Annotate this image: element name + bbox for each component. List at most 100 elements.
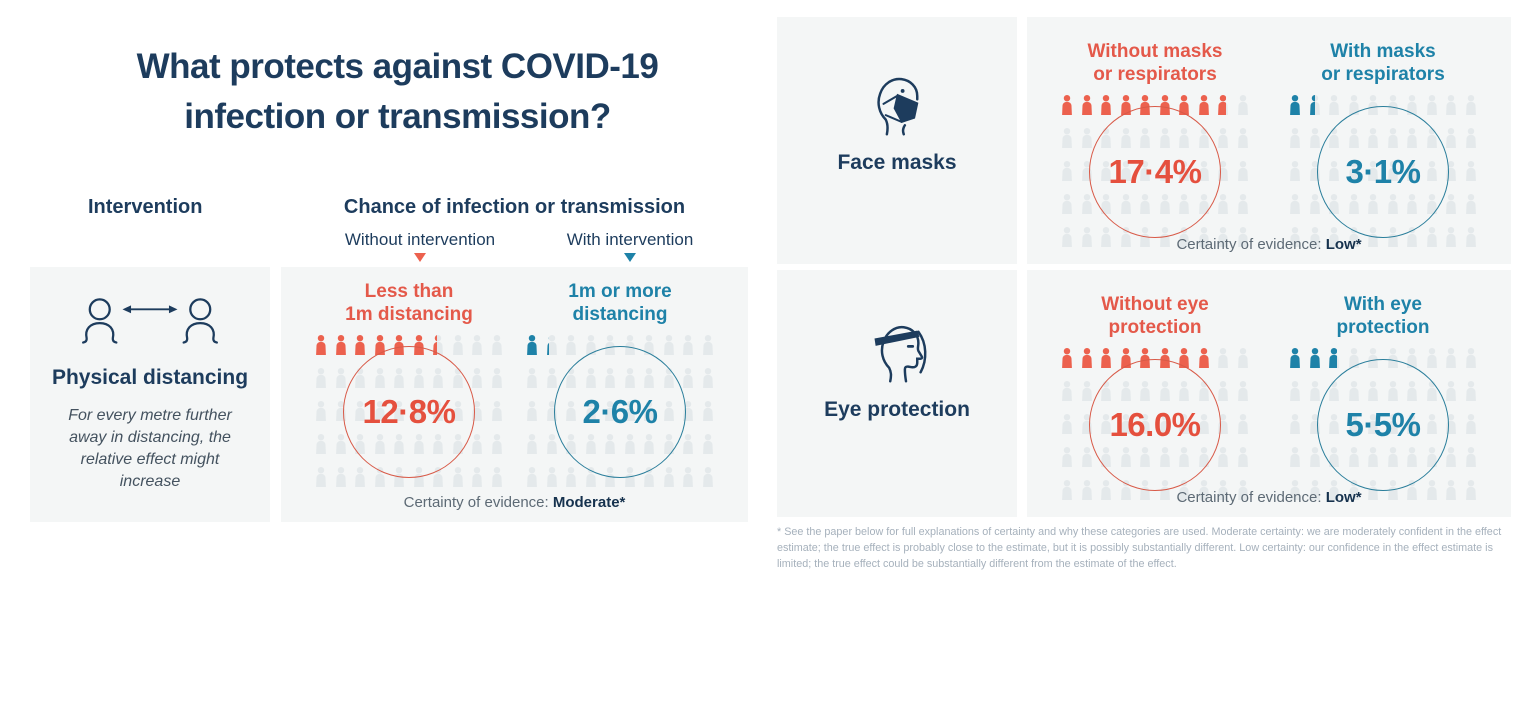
person-icon bbox=[682, 335, 694, 355]
person-icon bbox=[1289, 95, 1301, 115]
chance-header: Chance of infection or transmission bbox=[343, 196, 686, 218]
percentage-circle: 17·4% bbox=[1089, 106, 1221, 238]
person-icon bbox=[526, 401, 538, 421]
person-icon bbox=[1309, 128, 1321, 148]
person-icon bbox=[1198, 480, 1210, 500]
person-icon bbox=[1465, 128, 1477, 148]
percentage-value: 17·4% bbox=[1108, 153, 1202, 190]
group-title: With masks or respirators bbox=[1321, 41, 1445, 85]
person-icon bbox=[1289, 414, 1301, 434]
person-icon bbox=[335, 467, 347, 487]
person-icon bbox=[1289, 480, 1301, 500]
person-icon bbox=[526, 467, 538, 487]
person-icon bbox=[1445, 480, 1457, 500]
person-icon bbox=[1328, 480, 1340, 500]
person-icon bbox=[1100, 348, 1112, 368]
person-icon bbox=[1100, 480, 1112, 500]
with-intervention-label: With intervention bbox=[525, 230, 735, 262]
person-icon bbox=[682, 467, 694, 487]
person-icon bbox=[1237, 194, 1249, 214]
intervention-name: Face masks bbox=[837, 151, 957, 174]
percentage-value: 16.0% bbox=[1109, 406, 1201, 443]
certainty-value: Moderate* bbox=[552, 494, 626, 511]
group-title: With eye protection bbox=[1336, 294, 1430, 338]
person-icon bbox=[1061, 227, 1073, 247]
person-icon bbox=[1445, 227, 1457, 247]
person-icon bbox=[546, 368, 558, 388]
person-icon bbox=[1465, 447, 1477, 467]
person-icon bbox=[1061, 447, 1073, 467]
percentage-circle: 16.0% bbox=[1089, 359, 1221, 491]
person-icon bbox=[1237, 480, 1249, 500]
person-icon bbox=[663, 335, 675, 355]
pictogram-groups: Less than 1m distancing 12·8% 1m or more… bbox=[281, 267, 748, 487]
panel-physical-distancing-data: Less than 1m distancing 12·8% 1m or more… bbox=[281, 267, 748, 522]
person-icon bbox=[1081, 194, 1093, 214]
person-icon bbox=[491, 368, 503, 388]
person-icon bbox=[1061, 194, 1073, 214]
person-icon bbox=[1237, 95, 1249, 115]
person-icon bbox=[1061, 348, 1073, 368]
physical-distancing-icon bbox=[82, 298, 218, 344]
person-icon bbox=[1289, 447, 1301, 467]
person-icon bbox=[471, 335, 483, 355]
pictogram-groups: Without eye protection 16.0% With eye pr… bbox=[1027, 270, 1511, 500]
certainty-label: Certainty of evidence: bbox=[403, 494, 553, 511]
person-icon bbox=[491, 401, 503, 421]
pictogram-grid-wrap: 3·1% bbox=[1289, 95, 1477, 247]
percentage-circle: 5·5% bbox=[1317, 359, 1449, 491]
face-mask-icon bbox=[877, 77, 919, 136]
person-icon bbox=[491, 335, 503, 355]
person-icon bbox=[1309, 480, 1321, 500]
group-title: Without masks or respirators bbox=[1087, 41, 1223, 85]
person-icon bbox=[1081, 480, 1093, 500]
group-title: 1m or more distancing bbox=[568, 281, 672, 325]
intervention-name: Physical distancing bbox=[51, 366, 249, 389]
person-icon bbox=[1465, 348, 1477, 368]
person-icon bbox=[1445, 194, 1457, 214]
person-icon bbox=[1465, 194, 1477, 214]
pictogram-grid-wrap: 5·5% bbox=[1289, 348, 1477, 500]
person-icon bbox=[1061, 128, 1073, 148]
person-icon bbox=[526, 335, 538, 355]
group-with-intervention: With masks or respirators 3·1% bbox=[1287, 41, 1479, 247]
person-icon bbox=[452, 467, 464, 487]
page-title: What protects against COVID-19 infection… bbox=[136, 47, 659, 136]
person-icon bbox=[1237, 128, 1249, 148]
person-icon bbox=[1217, 194, 1229, 214]
person-icon bbox=[702, 434, 714, 454]
person-icon bbox=[1198, 227, 1210, 247]
person-icon bbox=[335, 335, 347, 355]
person-icon bbox=[335, 368, 347, 388]
percentage-value: 2·6% bbox=[582, 393, 658, 430]
person-icon bbox=[1445, 447, 1457, 467]
certainty-value: Low* bbox=[1325, 236, 1362, 253]
person-icon bbox=[491, 467, 503, 487]
person-icon bbox=[1198, 348, 1210, 368]
person-icon bbox=[315, 368, 327, 388]
person-icon bbox=[452, 335, 464, 355]
person-icon bbox=[1309, 447, 1321, 467]
person-icon bbox=[1237, 348, 1249, 368]
group-title: Less than 1m distancing bbox=[345, 281, 473, 325]
person-icon bbox=[471, 467, 483, 487]
person-icon bbox=[1217, 480, 1229, 500]
person-icon bbox=[526, 368, 538, 388]
person-icon bbox=[471, 434, 483, 454]
certainty-line: Certainty of evidence: Moderate* bbox=[281, 494, 748, 511]
person-icon bbox=[702, 401, 714, 421]
person-icon bbox=[1081, 95, 1093, 115]
person-icon bbox=[1465, 480, 1477, 500]
certainty-label: Certainty of evidence: bbox=[1176, 236, 1326, 253]
person-icon bbox=[1081, 227, 1093, 247]
person-icon bbox=[1237, 414, 1249, 434]
person-icon bbox=[315, 335, 327, 355]
person-icon bbox=[1289, 348, 1301, 368]
person-icon bbox=[1289, 128, 1301, 148]
intervention-note: For every metre further away in distanci… bbox=[68, 407, 232, 491]
person-icon bbox=[663, 467, 675, 487]
intervention-header: Intervention bbox=[88, 196, 203, 218]
person-icon bbox=[1328, 95, 1340, 115]
certainty-line: Certainty of evidence: Low* bbox=[1027, 489, 1511, 506]
